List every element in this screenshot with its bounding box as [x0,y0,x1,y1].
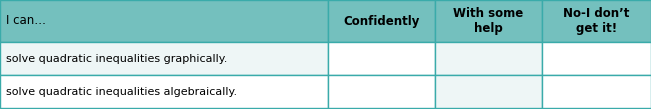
Bar [435,42,542,75]
Bar [542,75,651,108]
Bar [328,42,435,75]
Bar [435,75,542,108]
Text: solve quadratic inequalities graphically.: solve quadratic inequalities graphically… [6,54,227,64]
Text: I can…: I can… [6,14,46,27]
Text: No-I don’t
get it!: No-I don’t get it! [563,7,630,35]
Bar [0,42,328,75]
Text: With some
help: With some help [453,7,523,35]
Bar [328,75,435,108]
Bar [435,0,542,42]
Bar [542,42,651,75]
Bar [328,0,435,42]
Bar [0,0,328,42]
Bar [542,0,651,42]
Text: Confidently: Confidently [343,14,420,27]
Bar [0,75,328,108]
Text: solve quadratic inequalities algebraically.: solve quadratic inequalities algebraical… [6,87,237,96]
